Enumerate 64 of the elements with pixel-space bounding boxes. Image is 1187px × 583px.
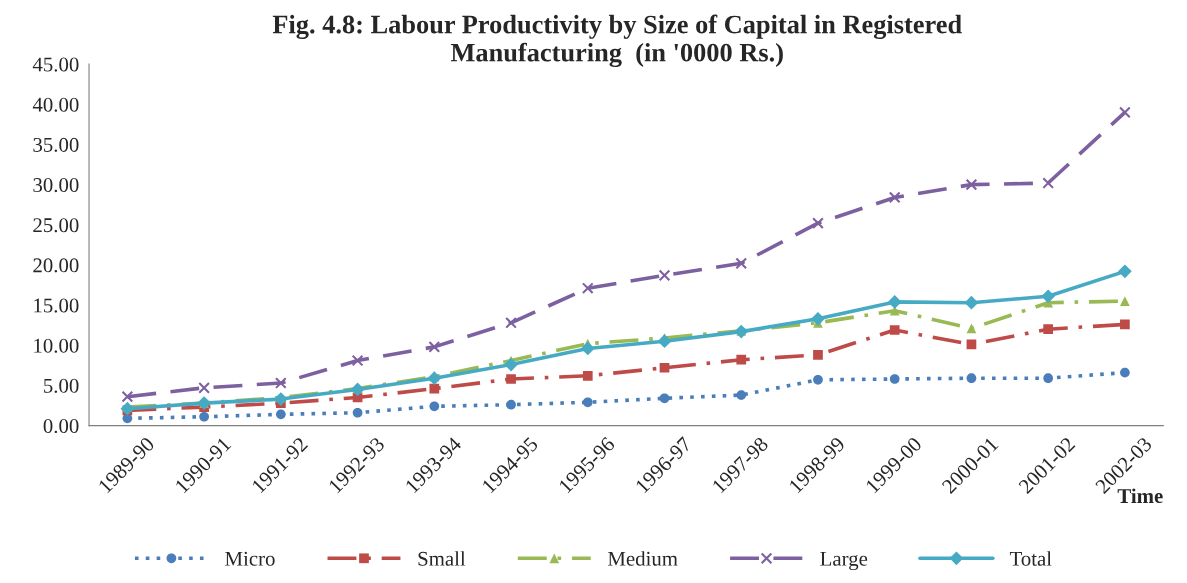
point xyxy=(581,282,594,295)
point xyxy=(199,411,209,422)
point xyxy=(428,340,441,353)
point xyxy=(813,374,823,385)
point xyxy=(965,178,978,191)
point xyxy=(506,374,516,384)
legend-label: Total xyxy=(1009,551,1052,566)
point xyxy=(1042,177,1055,189)
point xyxy=(120,401,135,416)
chart-title: Fig. 4.8: Labour Productivity by Size of Capital in Registered Manufacturing (in '0000 Rs.) xyxy=(272,14,962,68)
legend-label: Micro xyxy=(225,551,275,566)
point xyxy=(1118,106,1131,119)
point xyxy=(887,295,902,309)
y-tick-label: 0.00 xyxy=(43,418,79,434)
y-tick-label: 15.00 xyxy=(34,298,79,313)
point xyxy=(429,383,440,394)
point xyxy=(505,316,517,329)
point xyxy=(580,341,595,356)
point xyxy=(582,397,593,408)
y-tick-label: 10.00 xyxy=(34,338,79,353)
point xyxy=(506,399,516,410)
point xyxy=(275,409,286,420)
point xyxy=(889,325,900,335)
point xyxy=(736,354,747,365)
point xyxy=(427,371,442,386)
point xyxy=(198,381,211,394)
point xyxy=(658,269,671,282)
point xyxy=(812,217,824,230)
point xyxy=(504,357,518,372)
point xyxy=(1041,289,1056,304)
y-tick-label: 35.00 xyxy=(33,137,79,152)
point xyxy=(659,362,670,373)
point xyxy=(966,323,977,334)
point xyxy=(1120,296,1130,306)
point xyxy=(657,334,672,349)
point xyxy=(889,374,900,384)
legend-label: Large xyxy=(820,551,868,571)
point xyxy=(352,407,363,418)
point xyxy=(1118,264,1132,279)
point xyxy=(121,390,134,403)
point xyxy=(274,377,287,389)
y-tick-label: 45.00 xyxy=(32,57,79,72)
y-tick-label: 20.00 xyxy=(33,258,79,273)
legend-label: Medium xyxy=(608,551,678,566)
point xyxy=(351,354,364,367)
legend-label: Small xyxy=(418,551,466,566)
y-tick-label: 5.00 xyxy=(44,378,79,393)
y-tick-label: 40.00 xyxy=(32,97,79,112)
point xyxy=(888,191,901,204)
point xyxy=(1043,373,1054,384)
point xyxy=(966,373,977,384)
point xyxy=(1120,367,1130,378)
point xyxy=(736,390,747,400)
y-tick-label: 25.00 xyxy=(33,218,79,233)
point xyxy=(429,401,440,412)
point xyxy=(1120,319,1130,330)
point xyxy=(964,295,979,310)
y-tick-label: 30.00 xyxy=(33,177,79,193)
point xyxy=(813,350,823,360)
point xyxy=(659,393,670,404)
point xyxy=(811,311,825,326)
point xyxy=(582,370,593,381)
point xyxy=(1043,324,1054,335)
point xyxy=(735,257,748,270)
